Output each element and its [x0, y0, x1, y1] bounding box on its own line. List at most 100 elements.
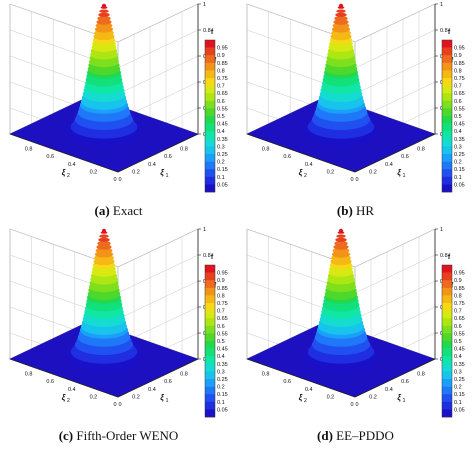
colorbar-swatch [205, 161, 215, 170]
colorbar-swatch [442, 318, 452, 327]
colorbar-level-label: 0.3 [217, 144, 225, 150]
x2-tick-label: 0.2 [90, 394, 98, 400]
x2-tick-label: 0.2 [90, 169, 98, 175]
colorbar-level-label: 0.8 [217, 68, 225, 74]
colorbar-swatch [205, 401, 215, 410]
colorbar-swatch [442, 371, 452, 380]
colorbar-swatch [442, 287, 452, 296]
colorbar-swatch [205, 272, 215, 281]
colorbar-swatch [442, 62, 452, 71]
x2-tick-label: 0.2 [327, 394, 335, 400]
x2-tick-label: 0.6 [46, 379, 54, 385]
colorbar-level-label: 0.95 [217, 271, 228, 277]
colorbar-swatch [205, 341, 215, 349]
surface-plot: 00.20.40.60.81f00.20.40.60.8ξ100.20.40.6… [9, 227, 228, 418]
colorbar-swatch [442, 55, 452, 64]
colorbar-swatch [442, 176, 452, 185]
colorbar-level-label: 0.5 [217, 339, 225, 345]
x2-axis-line [246, 133, 356, 173]
colorbar-level-label: 0.55 [217, 331, 228, 337]
colorbar-swatch [205, 70, 215, 79]
colorbar-frame [204, 39, 216, 193]
surface-peak [338, 3, 344, 9]
colorbar-level-label: 0.55 [454, 331, 465, 337]
x1-axis-subscript: 1 [165, 398, 168, 404]
surface-band [99, 9, 109, 13]
colorbar-title: f [211, 29, 214, 36]
caption-text: Exact [112, 203, 143, 218]
x1-axis-line [117, 358, 199, 398]
colorbar-level-label: 0.8 [454, 68, 462, 74]
x2-axis-line [9, 133, 119, 173]
colorbar-swatch [205, 85, 215, 94]
panel-caption: (b) HR [237, 203, 474, 219]
colorbar-swatch [442, 161, 452, 170]
colorbar-level-label: 0.75 [217, 76, 228, 82]
colorbar-level-label: 0.65 [217, 91, 228, 97]
caption-text: Fifth-Order WENO [76, 428, 179, 443]
colorbar-swatch [442, 394, 452, 403]
colorbar-swatch [205, 78, 215, 86]
z-axis-label: f [214, 58, 217, 65]
colorbar-level-label: 0.95 [454, 46, 465, 52]
colorbar-level-label: 0.25 [454, 377, 465, 383]
z-tick-label: 0 [203, 357, 206, 363]
colorbar-level-label: 0.95 [217, 46, 228, 52]
colorbar-level-label: 0.7 [217, 309, 225, 315]
colorbar-swatch [205, 108, 215, 117]
z-axis-label: f [214, 283, 217, 290]
x2-tick-label: 0 [113, 177, 116, 183]
surface-band [96, 19, 112, 25]
colorbar-swatch [205, 386, 215, 395]
colorbar-level-label: 0.6 [454, 324, 462, 330]
colorbar-title: f [448, 29, 451, 36]
surface-peak [101, 3, 107, 9]
colorbar-swatch [205, 169, 215, 178]
colorbar-swatch [442, 348, 452, 357]
x1-axis-label: ξ [160, 393, 164, 402]
colorbar-level-label: 0.7 [454, 309, 462, 315]
colorbar-level-label: 0.9 [217, 278, 225, 284]
colorbar-level-label: 0.15 [454, 392, 465, 398]
x2-axis-label: ξ [299, 168, 303, 177]
x1-tick-label: 0.4 [148, 387, 156, 393]
colorbar-level-label: 0.6 [217, 324, 225, 330]
z-tick-label: 1 [440, 2, 443, 8]
colorbar-level-label: 0.7 [454, 84, 462, 90]
colorbar-swatch [442, 272, 452, 281]
x1-tick-label: 0.6 [401, 379, 409, 385]
colorbar-frame [204, 264, 216, 418]
x2-tick-label: 0.4 [68, 387, 76, 393]
colorbar-swatch [442, 78, 452, 86]
surface-band [99, 234, 109, 238]
colorbar-level-label: 0.3 [454, 144, 462, 150]
surface-band [98, 12, 110, 17]
colorbar-level-label: 0.2 [217, 385, 225, 391]
colorbar-swatch [442, 310, 452, 319]
x2-tick-label: 0.2 [327, 169, 335, 175]
z-tick-label: 0 [440, 132, 443, 138]
x1-axis-subscript: 1 [165, 173, 168, 179]
x1-axis-label: ξ [160, 168, 164, 177]
surface-band [334, 241, 348, 246]
caption-letter: (c) [58, 428, 74, 443]
colorbar-level-label: 0.55 [217, 106, 228, 112]
colorbar-level-label: 0.65 [454, 91, 465, 97]
colorbar-swatch [205, 303, 215, 311]
colorbar-swatch [205, 409, 215, 418]
colorbar-swatch [205, 55, 215, 64]
colorbar-level-label: 0.5 [454, 339, 462, 345]
colorbar-level-label: 0.2 [454, 160, 462, 166]
colorbar-swatch [442, 341, 452, 349]
x1-tick-label: 0.2 [369, 394, 377, 400]
colorbar-swatch [205, 47, 215, 56]
x1-tick-label: 0.4 [385, 387, 393, 393]
surface-plot: 00.20.40.60.81f00.20.40.60.8ξ100.20.40.6… [246, 2, 465, 193]
colorbar-frame [441, 39, 453, 193]
x1-tick-label: 0.8 [180, 372, 188, 378]
caption-letter: (b) [336, 203, 353, 218]
colorbar-swatch [205, 138, 215, 147]
caption-letter: (d) [317, 428, 333, 443]
colorbar-swatch [442, 85, 452, 94]
colorbar-level-label: 0.35 [217, 137, 228, 143]
